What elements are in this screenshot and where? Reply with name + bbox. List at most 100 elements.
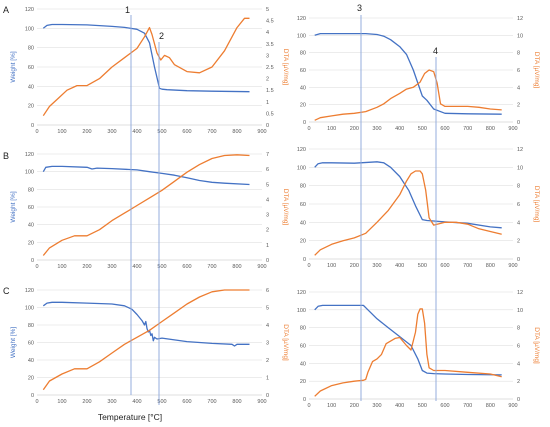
y2-tick-label: 4 (266, 30, 269, 36)
weight-series-line (42, 23, 250, 93)
y-tick-label: 60 (300, 202, 306, 208)
x-tick-label: 600 (182, 129, 191, 135)
y2-tick-label: 0 (266, 393, 269, 399)
dta-series-line (42, 17, 250, 117)
y-tick-label: 60 (300, 344, 306, 350)
x-tick-label: 900 (508, 263, 517, 269)
x-tick-label: 300 (107, 264, 116, 270)
x-tick-label: 0 (35, 264, 38, 270)
y2-tick-label: 4 (517, 220, 520, 226)
y2-tick-label: 3 (266, 53, 269, 59)
x-tick-label: 500 (418, 126, 427, 132)
y2-tick-label: 3 (266, 213, 269, 219)
y2-axis-label: DTA [µV/mg] (282, 189, 289, 226)
x-tick-label: 200 (350, 403, 359, 409)
marker-4: 4 (433, 46, 438, 56)
y-tick-label: 80 (300, 184, 306, 190)
x-tick-label: 200 (350, 126, 359, 132)
y2-tick-label: 8 (517, 184, 520, 190)
y2-tick-label: 6 (266, 167, 269, 173)
x-tick-label: 400 (132, 129, 141, 135)
y2-tick-label: 0.5 (266, 111, 274, 117)
y-tick-label: 120 (297, 147, 306, 153)
y2-tick-label: 2 (517, 103, 520, 109)
marker-3: 3 (357, 3, 362, 13)
x-tick-label: 700 (463, 126, 472, 132)
y2-tick-label: 0 (266, 123, 269, 129)
y2-tick-label: 6 (517, 202, 520, 208)
x-tick-label: 700 (207, 129, 216, 135)
y-tick-label: 40 (300, 361, 306, 367)
y2-axis-label: DTA [µV/mg] (282, 49, 289, 86)
x-tick-label: 400 (395, 126, 404, 132)
x-tick-label: 300 (107, 129, 116, 135)
y2-axis-label: DTA [µV/mg] (282, 324, 289, 361)
y-tick-label: 60 (28, 65, 34, 71)
y-tick-label: 100 (297, 33, 306, 39)
y-tick-label: 20 (28, 104, 34, 110)
y-tick-label: 120 (25, 288, 34, 294)
x-axis-label: Temperature [°C] (98, 412, 162, 422)
y2-tick-label: 2 (266, 77, 269, 83)
y2-tick-label: 0 (517, 257, 520, 263)
y2-axis-label: DTA [µV/mg] (533, 327, 540, 364)
x-tick-label: 700 (207, 399, 216, 405)
x-tick-label: 100 (57, 264, 66, 270)
x-tick-label: 100 (327, 126, 336, 132)
x-tick-label: 700 (207, 264, 216, 270)
x-tick-label: 600 (440, 263, 449, 269)
y2-axis-label: DTA [µV/mg] (533, 186, 540, 223)
y-tick-label: 100 (297, 165, 306, 171)
y2-tick-label: 4 (266, 323, 269, 329)
x-tick-label: 0 (307, 403, 310, 409)
y2-tick-label: 0 (517, 120, 520, 126)
y2-tick-label: 12 (517, 290, 523, 296)
x-tick-label: 800 (486, 263, 495, 269)
y2-tick-label: 8 (517, 326, 520, 332)
y2-tick-label: 4 (517, 361, 520, 367)
y2-tick-label: 10 (517, 308, 523, 314)
panel-letter-a: A (3, 5, 9, 15)
y-tick-label: 60 (28, 205, 34, 211)
y2-tick-label: 2 (266, 228, 269, 234)
x-tick-label: 900 (508, 126, 517, 132)
marker-2: 2 (159, 31, 164, 41)
y2-tick-label: 10 (517, 165, 523, 171)
dta-series-line (42, 289, 250, 391)
y-tick-label: 20 (300, 379, 306, 385)
y-tick-label: 120 (297, 290, 306, 296)
y2-tick-label: 4 (266, 197, 269, 203)
y2-tick-label: 2.5 (266, 65, 274, 71)
y2-tick-label: 12 (517, 147, 523, 153)
x-tick-label: 0 (35, 399, 38, 405)
y2-tick-label: 5 (266, 182, 269, 188)
y2-tick-label: 1.5 (266, 88, 274, 94)
x-tick-label: 100 (327, 403, 336, 409)
y2-tick-label: 10 (517, 33, 523, 39)
x-tick-label: 100 (57, 129, 66, 135)
panel-letter-c: C (3, 286, 10, 296)
y-tick-label: 40 (300, 85, 306, 91)
y2-tick-label: 3.5 (266, 42, 274, 48)
y-tick-label: 80 (300, 326, 306, 332)
dta-series-line (314, 69, 502, 121)
y-axis-label: Weight [%] (10, 191, 17, 223)
y-tick-label: 100 (25, 26, 34, 32)
y2-tick-label: 1 (266, 243, 269, 249)
x-tick-label: 200 (350, 263, 359, 269)
x-tick-label: 700 (463, 403, 472, 409)
dta-series-line (314, 170, 502, 256)
y-tick-label: 0 (303, 120, 306, 126)
x-tick-label: 0 (307, 126, 310, 132)
x-tick-label: 800 (232, 399, 241, 405)
y-axis-label: Weight [%] (10, 51, 17, 83)
reference-lines (130, 15, 437, 405)
y-tick-label: 80 (300, 51, 306, 57)
y-tick-label: 40 (28, 358, 34, 364)
y-tick-label: 20 (300, 103, 306, 109)
y-tick-label: 20 (28, 376, 34, 382)
y-tick-label: 0 (31, 123, 34, 129)
y-tick-label: 80 (28, 323, 34, 329)
